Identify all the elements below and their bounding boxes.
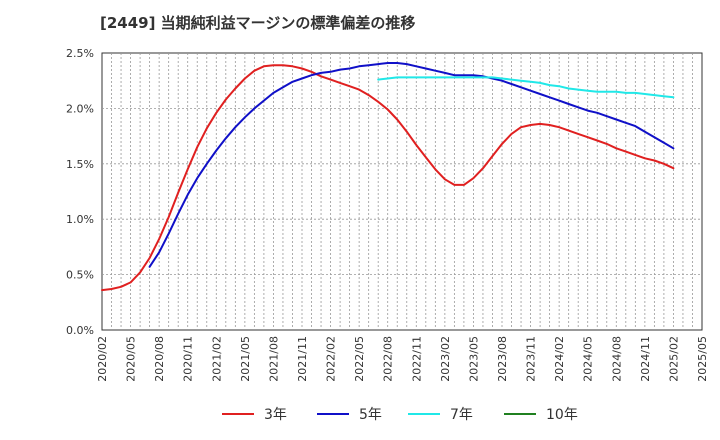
x-tick-label: 2021/08 (267, 336, 280, 382)
x-tick-label: 2023/05 (467, 336, 480, 382)
x-tick-label: 2022/08 (382, 336, 395, 382)
legend-label-3年: 3年 (264, 407, 287, 423)
y-tick-label: 2.5% (66, 47, 94, 60)
y-axis: 0.0% 0.5% 1.0% 1.5% 2.0% 2.5% (66, 47, 94, 337)
series-line-5年 (148, 62, 675, 268)
series-lines (101, 62, 675, 292)
x-tick-label: 2024/02 (553, 336, 566, 382)
y-tick-label: 2.0% (66, 102, 94, 115)
y-tick-label: 0.0% (66, 324, 94, 337)
chart-title: [2449] 当期純利益マージンの標準偏差の推移 (100, 14, 415, 32)
x-tick-label: 2021/02 (210, 336, 223, 382)
x-tick-label: 2022/02 (325, 336, 338, 382)
x-tick-label: 2023/08 (496, 336, 509, 382)
x-tick-label: 2020/05 (125, 336, 138, 382)
x-tick-label: 2021/05 (239, 336, 252, 382)
plot-frame (101, 52, 703, 331)
x-tick-label: 2024/08 (610, 336, 623, 382)
x-tick-label: 2025/02 (667, 336, 680, 382)
legend-label-7年: 7年 (450, 407, 473, 423)
y-tick-label: 0.5% (66, 269, 94, 282)
x-tick-label: 2020/02 (96, 336, 109, 382)
x-tick-label: 2020/11 (182, 336, 195, 382)
x-axis: 2020/02 2020/05 2020/08 2020/11 2021/02 2021/… (96, 336, 709, 382)
x-tick-label: 2024/05 (582, 336, 595, 382)
x-tick-label: 2021/11 (296, 336, 309, 382)
legend: 3年 5年 7年 10年 (222, 407, 578, 423)
x-tick-label: 2022/11 (410, 336, 423, 382)
series-line-3年 (101, 64, 675, 292)
y-tick-label: 1.0% (66, 213, 94, 226)
y-tick-label: 1.5% (66, 158, 94, 171)
x-tick-label: 2025/05 (696, 336, 709, 382)
x-tick-label: 2020/08 (153, 336, 166, 382)
x-tick-label: 2023/02 (439, 336, 452, 382)
series-line-7年 (377, 76, 675, 99)
plot-area (101, 52, 703, 331)
x-tick-label: 2022/05 (353, 336, 366, 382)
grid (102, 53, 702, 330)
legend-label-10年: 10年 (546, 407, 578, 423)
x-tick-label: 2023/11 (525, 336, 538, 382)
legend-label-5年: 5年 (359, 407, 382, 423)
x-tick-label: 2024/11 (639, 336, 652, 382)
